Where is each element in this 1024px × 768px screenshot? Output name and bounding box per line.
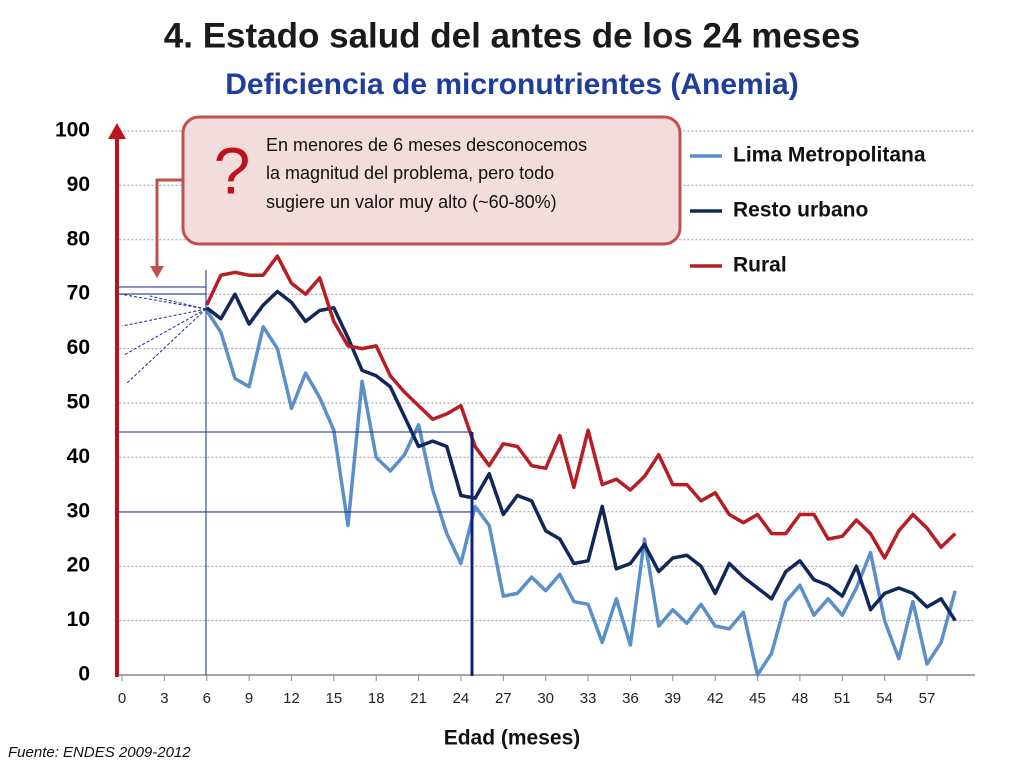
x-axis-label: Edad (meses) (444, 727, 581, 750)
chart-title: 4. Estado salud del antes de los 24 mese… (164, 16, 860, 55)
legend-label: Lima Metropolitana (733, 144, 926, 167)
y-tick-label: 50 (67, 391, 90, 414)
y-tick-label: 90 (67, 173, 90, 196)
y-tick-label: 80 (67, 227, 90, 250)
series-line (205, 254, 957, 560)
y-axis-arrow (108, 123, 126, 139)
x-tick-label: 6 (203, 690, 211, 707)
source: Fuente: ENDES 2009-2012 (8, 744, 191, 761)
x-tick-label: 48 (792, 690, 809, 707)
chart-subtitle: Deficiencia de micronutrientes (Anemia) (225, 68, 799, 101)
callout-text: la magnitud del problema, pero todo (266, 163, 554, 183)
x-tick-label: 54 (876, 690, 893, 707)
callout-text: En menores de 6 meses desconocemos (266, 135, 587, 155)
x-tick-label: 24 (453, 690, 470, 707)
legend-label: Resto urbano (733, 199, 868, 222)
y-tick-label: 60 (67, 336, 90, 359)
x-tick-label: 36 (622, 690, 639, 707)
y-tick-label: 20 (67, 554, 90, 577)
x-tick-label: 33 (580, 690, 597, 707)
question-mark: ? (214, 133, 251, 207)
x-tick-label: 27 (495, 690, 512, 707)
x-tick-label: 21 (410, 690, 427, 707)
y-tick-label: 30 (67, 499, 90, 522)
reference-guides (118, 270, 474, 676)
x-tick-label: 0 (118, 690, 126, 707)
callout-text: sugiere un valor muy alto (~60-80%) (266, 192, 557, 212)
x-tick-label: 12 (283, 690, 300, 707)
y-tick-label: 70 (67, 282, 90, 305)
x-tick-label: 3 (160, 690, 168, 707)
y-tick-label: 10 (67, 608, 90, 631)
x-tick-label: 39 (664, 690, 681, 707)
y-tick-label: 0 (78, 663, 90, 686)
x-tick-label: 42 (707, 690, 724, 707)
x-tick-label: 18 (368, 690, 385, 707)
x-tick-label: 15 (325, 690, 342, 707)
y-tick-label: 40 (67, 445, 90, 468)
x-tick-label: 30 (537, 690, 554, 707)
x-tick-label: 57 (919, 690, 936, 707)
legend-label: Rural (733, 254, 787, 277)
y-tick-label: 100 (55, 119, 90, 142)
callout-arrowhead (150, 266, 164, 278)
series-line (205, 309, 957, 677)
x-tick-label: 9 (245, 690, 253, 707)
callout-arrow (155, 178, 183, 270)
callout: ? En menores de 6 meses desconocemos la … (150, 115, 682, 278)
series-line (205, 289, 957, 622)
x-tick-label: 45 (749, 690, 766, 707)
x-tick-label: 51 (834, 690, 851, 707)
